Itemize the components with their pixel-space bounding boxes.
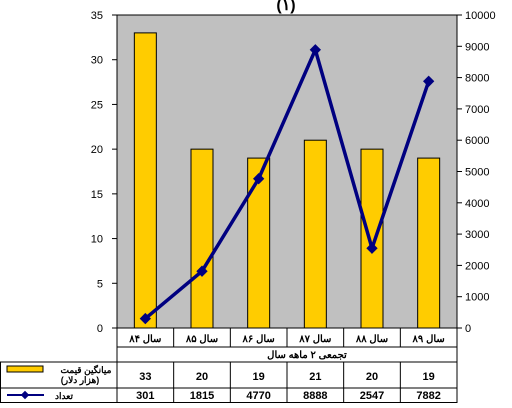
right-tick-label: 7000 <box>465 104 489 116</box>
bar <box>190 148 214 329</box>
left-tick-label: 25 <box>91 99 103 111</box>
right-tick-label: 3000 <box>465 229 489 241</box>
line-point <box>139 312 151 325</box>
data-label: 33 <box>139 371 151 383</box>
legend-key-bar <box>6 365 44 373</box>
left-tick-label: 35 <box>91 10 103 22</box>
right-tick-label: 2000 <box>465 260 489 272</box>
legend-key-marker <box>20 390 30 400</box>
right-tick-label: 10000 <box>465 10 496 22</box>
data-label: 7882 <box>416 390 440 402</box>
data-label: 8888 <box>303 390 327 402</box>
data-label: 2547 <box>360 390 384 402</box>
group-label: تجمعی ۲ ماهه سال <box>267 350 347 361</box>
right-tick-label: 5000 <box>465 167 489 179</box>
left-tick-label: 20 <box>91 144 103 156</box>
data-label: 19 <box>423 371 435 383</box>
left-tick-label: 10 <box>91 234 103 246</box>
line-point <box>366 242 378 254</box>
left-tick-label: 15 <box>91 189 103 201</box>
chart-title: (۱) <box>276 0 295 14</box>
right-tick-label: 1000 <box>465 292 489 304</box>
data-label: 19 <box>253 371 265 383</box>
bar <box>133 32 157 329</box>
data-label: 21 <box>309 371 321 383</box>
left-tick-label: 30 <box>91 55 103 67</box>
line-point <box>253 173 265 185</box>
category-label: سال ۸۹ <box>412 334 445 345</box>
bar <box>247 157 271 329</box>
left-tick-label: 5 <box>97 278 103 290</box>
left-tick-label: 0 <box>97 323 103 335</box>
data-label: 20 <box>196 371 208 383</box>
category-label: سال ۸۶ <box>242 334 275 345</box>
line-point <box>196 265 208 277</box>
line-series <box>144 44 431 320</box>
legend-label: تعداد <box>55 391 74 401</box>
data-label: 1815 <box>190 390 214 402</box>
bar <box>303 139 327 329</box>
right-tick-label: 6000 <box>465 135 489 147</box>
plot-area <box>116 14 458 329</box>
right-tick-label: 8000 <box>465 73 489 85</box>
legend-label: میانگین قیمت <box>61 364 112 376</box>
category-label: سال ۸۴ <box>128 334 161 345</box>
category-label: سال ۸۵ <box>185 334 218 345</box>
bar <box>360 148 384 329</box>
right-tick-label: 4000 <box>465 198 489 210</box>
right-tick-label: 0 <box>465 323 471 335</box>
data-label: 20 <box>366 371 378 383</box>
bar <box>417 157 441 329</box>
category-label: سال ۸۷ <box>298 334 331 345</box>
data-label: 4770 <box>246 390 270 402</box>
line-point <box>309 44 321 56</box>
right-tick-label: 9000 <box>465 41 489 53</box>
category-label: سال ۸۸ <box>355 334 388 345</box>
legend-label: (هزار دلار) <box>61 375 100 386</box>
data-label: 301 <box>136 390 154 402</box>
